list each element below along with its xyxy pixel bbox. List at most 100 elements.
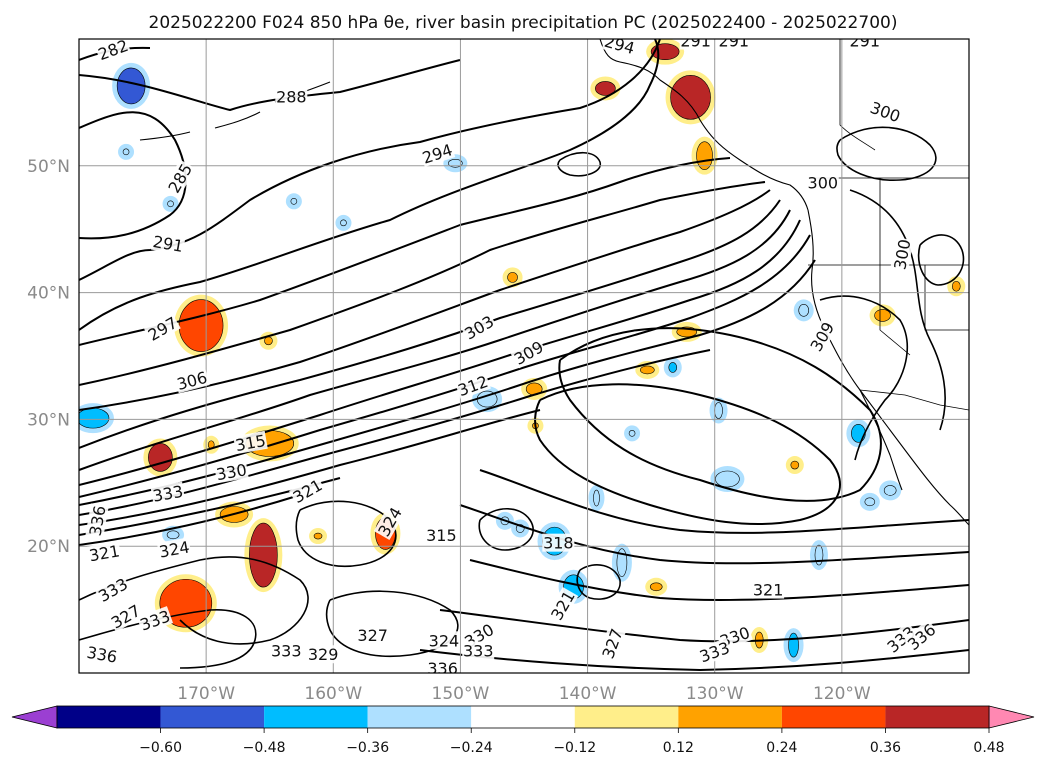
colorbar-bin-1 [160, 706, 265, 728]
contour-label-bg [426, 659, 459, 673]
contour-east-coast [849, 189, 946, 431]
lat-tick-label-1: 40°N [27, 284, 70, 304]
contour-label-bg [546, 586, 579, 624]
colorbar-frame [56, 705, 990, 729]
contour-294 [79, 39, 660, 331]
precip-patch-24 [595, 81, 616, 96]
contour-label-bg [696, 637, 733, 666]
contour-label-43: 336 [426, 659, 459, 678]
colorbar-bin-6 [678, 706, 782, 728]
contour-label-text: 336 [427, 659, 458, 678]
contour-label-bg [307, 645, 340, 664]
contour-label-bg [289, 475, 326, 507]
precip-patch-17 [788, 632, 799, 658]
figure-title: 2025022200 F024 850 hPa θe, river basin … [149, 13, 898, 33]
contour-label-bg [717, 39, 750, 50]
precip-patch-43 [167, 200, 174, 208]
contour-297 [79, 157, 731, 346]
lon-tick-label-2: 150°W [432, 684, 490, 704]
contour-303 [79, 189, 771, 411]
contour-label-bg [903, 619, 940, 654]
contour-label-bg [890, 237, 914, 272]
contour-cell-3 [557, 151, 601, 177]
contour-label-22: 336 [85, 503, 110, 538]
contour-label-bg [867, 97, 904, 126]
precip-patch-25 [790, 460, 800, 470]
graticule [79, 39, 969, 673]
map-frame [78, 38, 970, 674]
contour-label-bg [164, 159, 196, 197]
contour-label-6: 291 [679, 32, 712, 51]
contour-label-bg [275, 87, 308, 106]
contour-label-text: 291 [719, 32, 750, 51]
contour-cell-5 [836, 126, 937, 181]
alaska-canada-border [839, 39, 876, 151]
lon-tick-label-4: 130°W [686, 684, 744, 704]
contour-label-bg [373, 503, 406, 540]
contour-label-27: 324 [156, 537, 192, 562]
contour-label-42: 336 [84, 642, 120, 667]
longitude-axis: 170°W 160°W 150°W 140°W 130°W 120°W [177, 684, 871, 704]
contour-label-bg [270, 641, 303, 660]
precip-patch-3 [148, 443, 173, 472]
contour-label-bg [462, 641, 495, 660]
precip-patch-47 [628, 430, 636, 437]
contour-label-bg [425, 526, 458, 545]
contour-subtropic-5 [419, 649, 969, 672]
contour-label-text: 324 [429, 631, 460, 650]
contour-label-text: 327 [357, 626, 388, 645]
precip-patch-38 [593, 489, 600, 507]
contour-label-bg [454, 371, 491, 400]
contour-label-bg [233, 430, 268, 455]
colorbar-tick-label-2: −0.36 [346, 740, 389, 756]
contour-subtropic-4 [439, 609, 969, 643]
contour-label-bg [806, 318, 838, 355]
contour-label-bg [679, 39, 712, 50]
contour-312 [79, 219, 801, 486]
contour-label-bg [419, 139, 456, 167]
precip-patch-15 [715, 470, 740, 488]
colorbar-bin-4 [471, 706, 575, 728]
precip-patch-39 [883, 485, 897, 496]
contour-321 [79, 349, 711, 516]
contour-315 [79, 234, 811, 498]
contour-label-text: 300 [808, 174, 839, 193]
contour-southwest-1 [79, 556, 309, 645]
contour-label-3: 291 [150, 231, 186, 256]
contour-label-33: 327 [356, 626, 389, 645]
precip-patch-40 [864, 497, 876, 507]
precip-patch-23 [448, 158, 463, 168]
colorbar-bin-0 [57, 706, 161, 728]
contour-label-bg [752, 580, 785, 599]
contour-label-bg [848, 39, 881, 50]
precip-patch-32 [264, 336, 273, 346]
contour-label-bg [94, 573, 132, 606]
colorbar-tick-label-0: −0.60 [139, 740, 182, 756]
contour-label-text: 333 [271, 641, 302, 660]
precip-patch-31 [507, 272, 518, 283]
us-mexico-border [859, 389, 969, 411]
colorbar-tick-label-1: −0.48 [243, 740, 286, 756]
colorbar-bin-8 [885, 706, 989, 728]
precip-patch-30 [640, 365, 655, 375]
contour-label-text: 291 [849, 32, 880, 51]
precip-patch-11 [696, 141, 713, 170]
contour-label-bg [107, 600, 144, 633]
contour-label-text: 315 [426, 526, 457, 545]
lat-tick-label-3: 20°N [27, 537, 70, 557]
contour-label-19: 330 [214, 460, 249, 484]
contour-cell-1 [576, 564, 621, 600]
precip-patch-48 [951, 280, 961, 292]
contour-label-34: 324 [427, 631, 460, 650]
precip-patch-19 [851, 424, 866, 443]
contour-cell-4 [918, 234, 965, 286]
contour-label-bg [94, 39, 132, 64]
contour-southwest-3 [295, 500, 397, 567]
contour-east-trough [558, 327, 882, 502]
lat-tick-label-0: 50°N [27, 157, 70, 177]
contour-label-text: 291 [680, 32, 711, 51]
precip-patch-35 [313, 532, 323, 540]
